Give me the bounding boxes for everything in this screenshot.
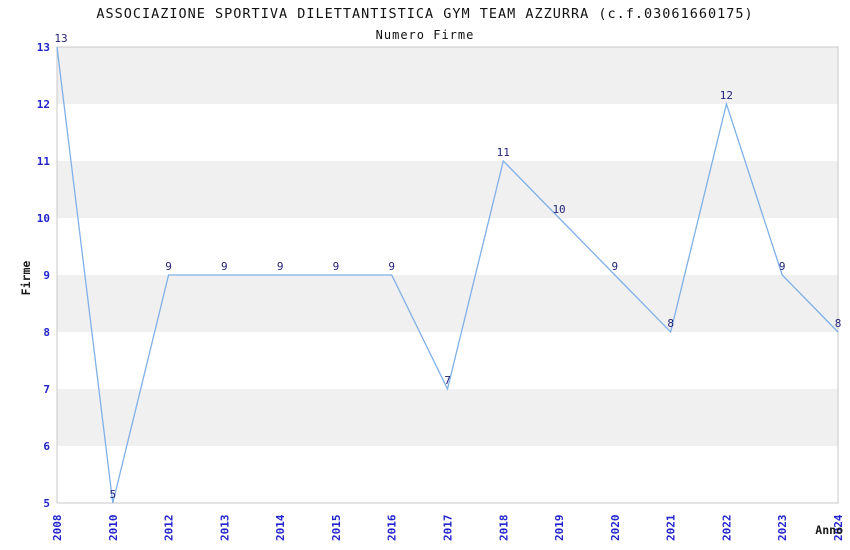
x-tick-label: 2018 [497,515,510,542]
grid-band [57,161,838,218]
chart-subtitle: Numero Firme [376,28,475,42]
y-tick-label: 10 [37,212,50,225]
grid-band [57,47,838,104]
point-label: 8 [667,317,674,330]
x-tick-label: 2016 [386,514,399,541]
x-tick-label: 2014 [274,514,287,541]
point-label: 9 [333,260,340,273]
x-tick-label: 2022 [720,515,733,542]
point-label: 12 [720,89,733,102]
data-line [56,46,839,504]
point-label: 8 [835,317,842,330]
chart-title: ASSOCIAZIONE SPORTIVA DILETTANTISTICA GY… [96,6,753,22]
x-tick-label: 2024 [832,514,845,541]
point-label: 9 [612,260,619,273]
point-label: 9 [388,260,395,273]
x-axis-label: Anno [815,523,843,537]
point-label: 13 [54,32,67,45]
y-axis-ticks: 5 6 7 8 9 10 11 12 13 [37,41,51,510]
x-tick-label: 2023 [776,515,789,542]
plot-border [56,46,839,504]
x-tick-label: 2020 [609,515,622,542]
y-tick-label: 8 [43,326,50,339]
grid-band [57,275,838,332]
y-tick-label: 7 [43,383,50,396]
x-tick-label: 2015 [330,515,343,542]
y-tick-label: 6 [43,440,50,453]
point-label: 9 [221,260,228,273]
point-label: 9 [165,260,172,273]
x-tick-label: 2012 [163,515,176,542]
y-tick-label: 13 [37,41,50,54]
point-label: 9 [779,260,786,273]
x-tick-label: 2008 [51,515,64,542]
point-label: 9 [277,260,284,273]
x-tick-label: 2010 [107,515,120,542]
point-label: 7 [444,374,451,387]
grid-band [57,389,838,446]
x-tick-label: 2021 [665,514,678,541]
y-tick-label: 12 [37,98,50,111]
x-tick-label: 2019 [553,515,566,542]
point-label: 11 [497,146,510,159]
y-tick-label: 9 [43,269,50,282]
point-label: 5 [109,488,116,501]
point-labels: 13 5 9 9 9 9 9 7 11 10 9 8 12 9 8 [54,32,841,501]
plot-bands [57,47,838,446]
x-tick-label: 2013 [218,515,231,542]
y-tick-label: 11 [37,155,51,168]
y-tick-label: 5 [43,497,50,510]
x-tick-label: 2017 [442,515,455,542]
x-axis-ticks: 2008 2010 2012 2013 2014 2015 2016 2017 2018 2019… [51,514,845,541]
y-axis-label: Firme [19,261,33,296]
point-label: 10 [552,203,565,216]
